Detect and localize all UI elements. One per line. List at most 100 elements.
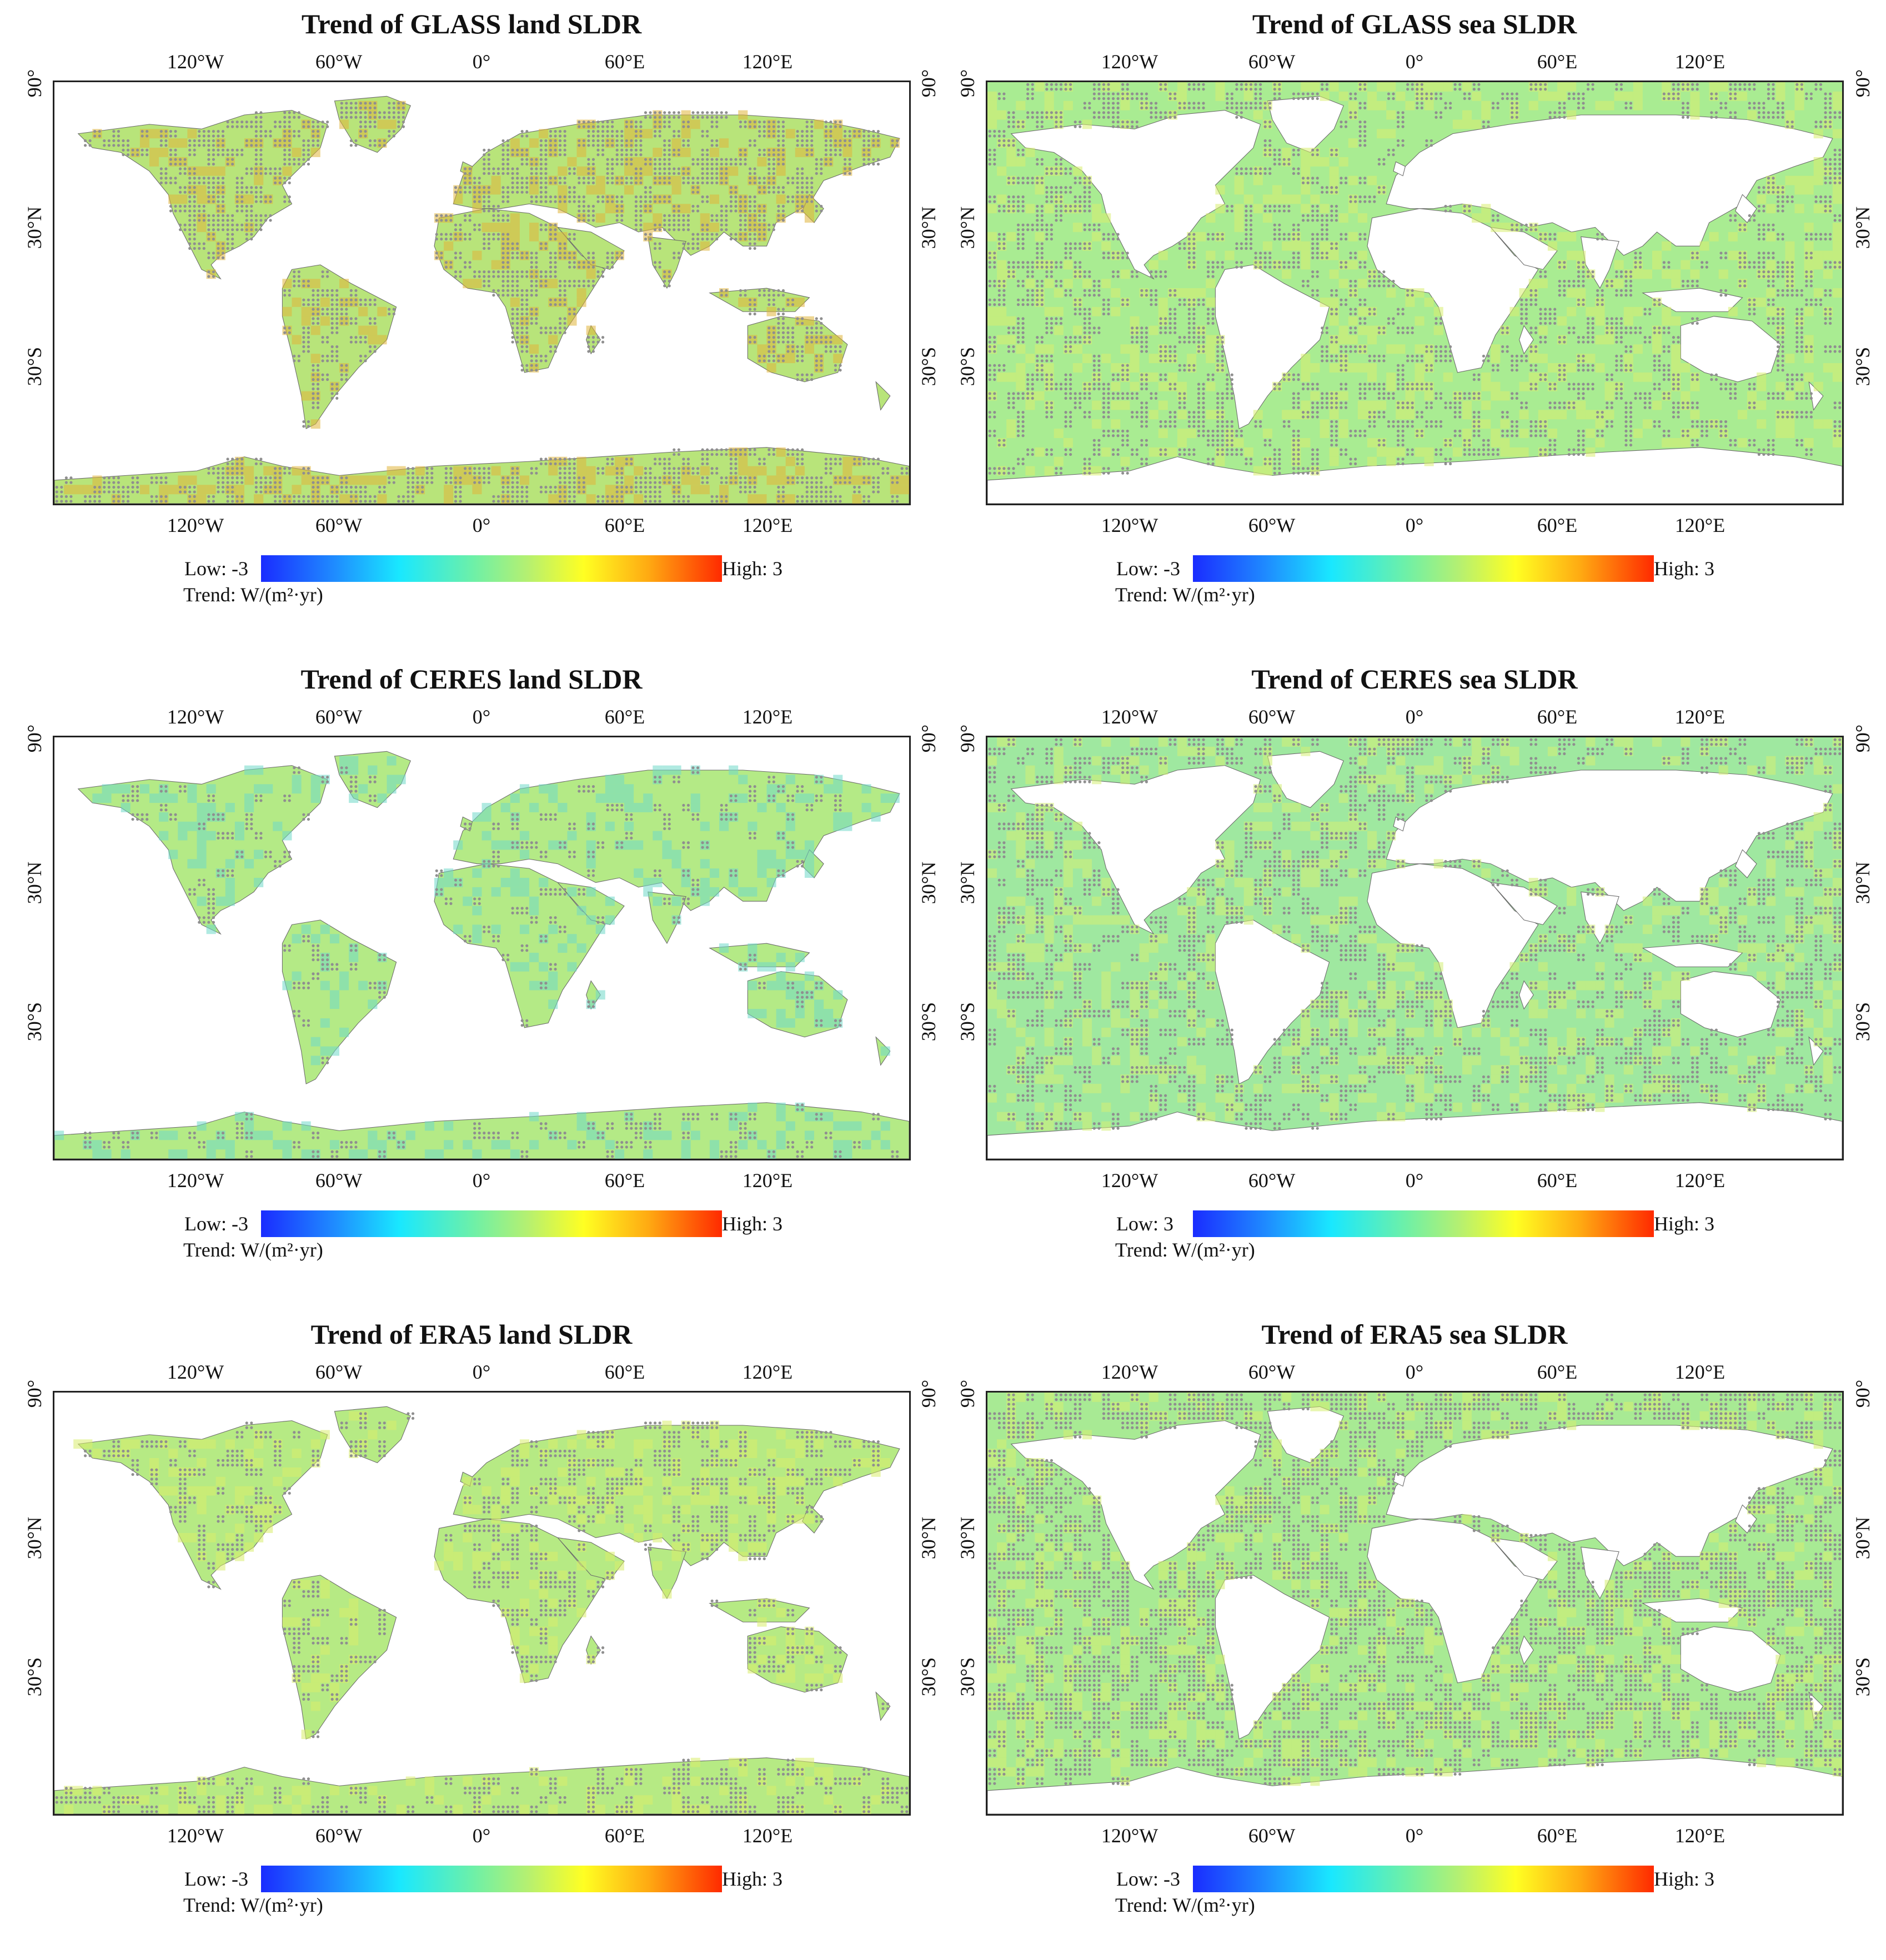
significance-dot (677, 129, 680, 133)
significance-dot (316, 129, 320, 133)
trend-cell (1177, 381, 1187, 391)
significance-dot (620, 158, 624, 161)
significance-dot (516, 481, 519, 484)
significance-dot (1705, 434, 1708, 438)
significance-dot (273, 500, 277, 503)
significance-dot (639, 144, 643, 147)
significance-dot (383, 485, 386, 489)
significance-dot (221, 228, 225, 232)
significance-dot (202, 247, 205, 250)
significance-dot (634, 204, 638, 208)
significance-dot (781, 312, 785, 316)
significance-dot (259, 115, 263, 119)
significance-dot (1111, 448, 1115, 451)
significance-dot (801, 462, 804, 465)
trend-cell (1785, 110, 1795, 120)
significance-dot (634, 223, 638, 227)
trend-cell (1519, 381, 1529, 391)
significance-dot (103, 490, 106, 494)
significance-dot (606, 139, 609, 142)
trend-cell (1111, 400, 1121, 410)
significance-dot (202, 181, 205, 184)
significance-dot (644, 204, 648, 208)
significance-dot (615, 177, 619, 180)
trend-cell (852, 475, 862, 485)
significance-dot (658, 476, 661, 480)
significance-dot (226, 467, 229, 470)
trend-cell (1633, 91, 1643, 101)
significance-dot (1135, 410, 1138, 414)
significance-dot (388, 134, 391, 138)
significance-dot (658, 181, 661, 184)
trend-cell (1396, 91, 1406, 101)
significance-dot (649, 195, 652, 199)
significance-dot (506, 495, 510, 498)
significance-dot (758, 177, 761, 180)
trend-cell (1063, 100, 1073, 110)
significance-dot (805, 195, 809, 199)
trend-cell (1367, 100, 1377, 110)
significance-dot (1624, 420, 1628, 423)
trend-cell (1728, 306, 1738, 316)
significance-dot (1515, 429, 1518, 433)
significance-dot (496, 214, 500, 217)
significance-dot (359, 134, 363, 138)
significance-dot (1192, 415, 1196, 419)
significance-dot (596, 500, 600, 503)
significance-dot (269, 219, 272, 222)
significance-dot (392, 115, 395, 119)
significance-dot (1710, 420, 1713, 423)
significance-dot (805, 139, 809, 142)
lat-label: 30°S (1851, 347, 1874, 386)
significance-dot (848, 158, 851, 161)
significance-dot (1069, 448, 1072, 451)
significance-dot (554, 458, 557, 461)
trend-cell (1567, 288, 1577, 298)
significance-dot (744, 481, 747, 484)
trend-cell (987, 232, 997, 242)
significance-dot (226, 495, 229, 498)
lon-label: 60°E (1537, 50, 1577, 73)
significance-dot (810, 144, 814, 147)
significance-dot (1102, 471, 1106, 475)
trend-cell (1148, 354, 1158, 363)
significance-dot (554, 233, 557, 236)
significance-dot (122, 485, 125, 489)
significance-dot (620, 467, 624, 470)
significance-dot (677, 209, 680, 213)
significance-dot (796, 495, 799, 498)
significance-dot (857, 458, 861, 461)
significance-dot (876, 476, 880, 480)
significance-dot (174, 181, 177, 184)
significance-dot (558, 321, 562, 325)
trend-cell (1509, 306, 1519, 316)
significance-dot (582, 219, 585, 222)
significance-dot (535, 317, 538, 320)
significance-dot (710, 172, 714, 175)
trend-cell (1813, 419, 1823, 429)
trend-cell (1528, 372, 1538, 382)
trend-cell (1775, 381, 1785, 391)
trend-cell (833, 335, 843, 345)
significance-dot (582, 476, 585, 480)
trend-cell (1310, 363, 1320, 373)
significance-dot (606, 125, 609, 128)
significance-dot (601, 336, 605, 339)
trend-cell (64, 485, 74, 495)
significance-dot (677, 485, 680, 489)
significance-dot (511, 242, 514, 245)
significance-dot (444, 219, 448, 222)
significance-dot (269, 172, 272, 175)
significance-dot (520, 364, 524, 367)
trend-cell (671, 185, 681, 195)
significance-dot (483, 163, 486, 166)
significance-dot (786, 331, 790, 334)
significance-dot (677, 115, 680, 119)
significance-dot (293, 284, 296, 288)
significance-dot (516, 485, 519, 489)
significance-dot (554, 270, 557, 274)
significance-dot (212, 219, 215, 222)
significance-dot (506, 200, 510, 203)
significance-dot (1107, 410, 1110, 414)
significance-dot (283, 163, 287, 166)
